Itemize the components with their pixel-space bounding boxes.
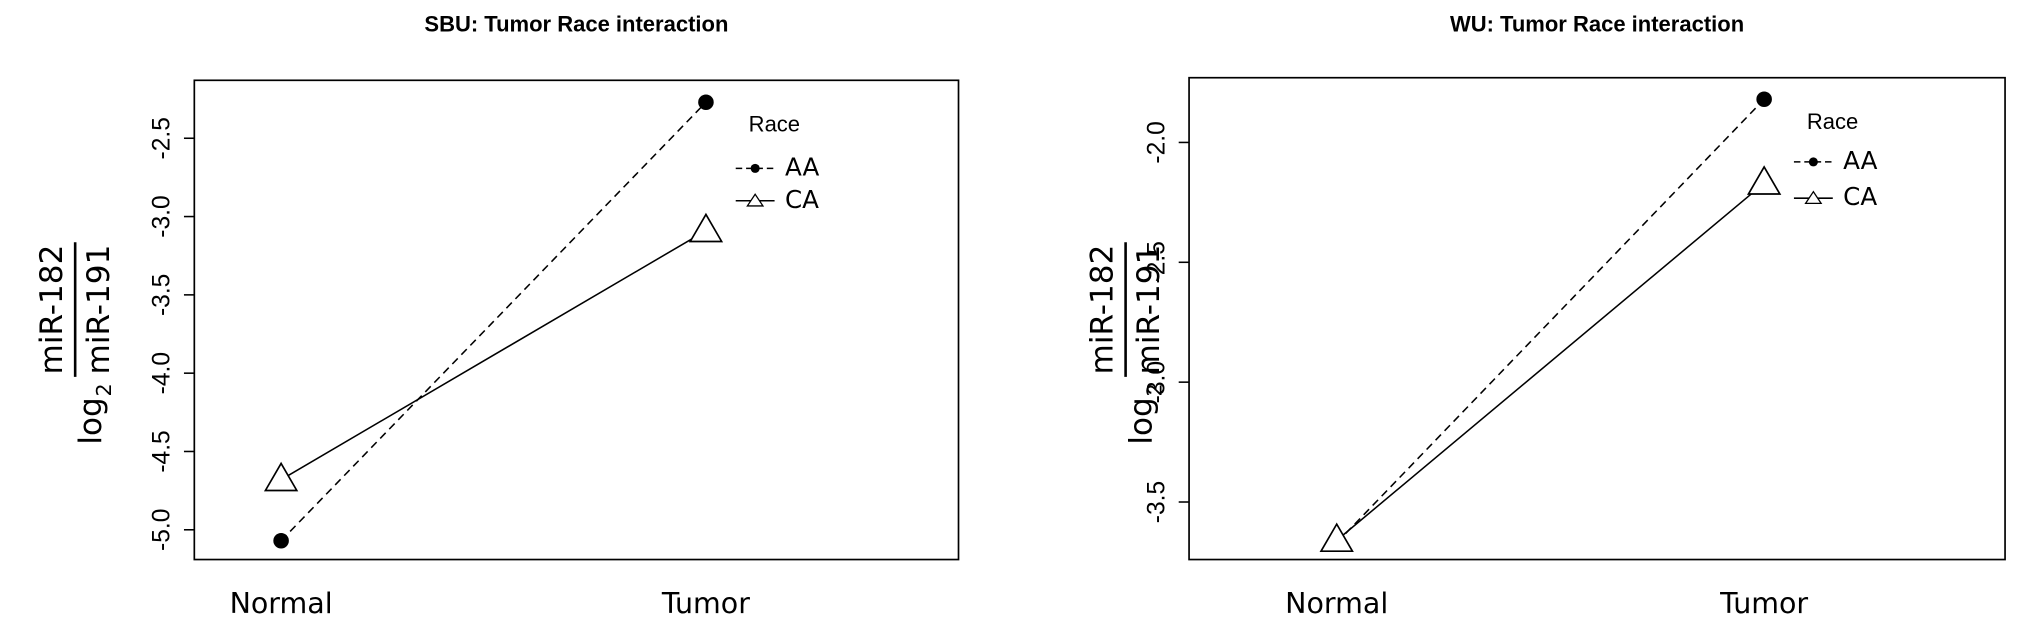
y-label-log: log [73, 397, 109, 444]
y-tick-label: -2.5 [1143, 241, 1170, 283]
y-tick-label: -2.5 [149, 117, 176, 159]
x-tick-label: Tumor [1719, 587, 1808, 620]
y-tick-label: -5.0 [149, 509, 176, 551]
data-point [698, 94, 714, 111]
series-line [280, 101, 707, 542]
x-tick-label: Normal [1285, 587, 1388, 620]
y-tick-label: -3.5 [149, 274, 176, 316]
chart-title: WU: Tumor Race interaction [1450, 12, 1744, 37]
data-point [263, 461, 299, 492]
y-tick-label: -2.0 [1143, 121, 1170, 163]
legend-label: AA [785, 152, 820, 181]
y-label-denominator: miR-191 [81, 245, 117, 375]
legend-title: Race [749, 111, 800, 136]
y-label-numerator: miR-182 [34, 245, 70, 375]
plot-frame [1188, 76, 2006, 561]
legend-marker [1808, 157, 1818, 167]
y-label-sub: 2 [1142, 383, 1166, 396]
x-tick-label: Normal [230, 587, 333, 620]
data-point [1756, 91, 1772, 108]
legend-title: Race [1807, 109, 1858, 134]
data-point [1319, 522, 1354, 553]
data-point [688, 212, 724, 243]
y-tick-label: -4.5 [149, 430, 176, 472]
legend-marker [750, 163, 760, 173]
chart-title: SBU: Tumor Race interaction [424, 12, 728, 37]
y-tick-label: -3.0 [1143, 361, 1170, 403]
legend-label: CA [1843, 182, 1877, 211]
series-line [1336, 98, 1765, 544]
legend-label: AA [1843, 146, 1878, 175]
x-tick-label: Tumor [661, 587, 750, 620]
y-label-sub: 2 [92, 383, 116, 396]
legend-label: CA [785, 185, 819, 214]
y-tick-label: -3.0 [149, 195, 176, 237]
series-line [280, 229, 707, 481]
y-tick-label: -4.0 [149, 352, 176, 394]
data-point [1746, 165, 1782, 195]
y-tick-label: -3.5 [1143, 481, 1170, 523]
y-label-numerator: miR-182 [1085, 245, 1121, 375]
legend-marker [746, 193, 765, 207]
plot-frame [193, 79, 960, 561]
data-point [273, 532, 289, 549]
legend-marker [1804, 190, 1823, 204]
y-label-log: log [1123, 397, 1159, 444]
y-label-denominator: miR-191 [1131, 245, 1167, 375]
series-line [1336, 182, 1765, 541]
